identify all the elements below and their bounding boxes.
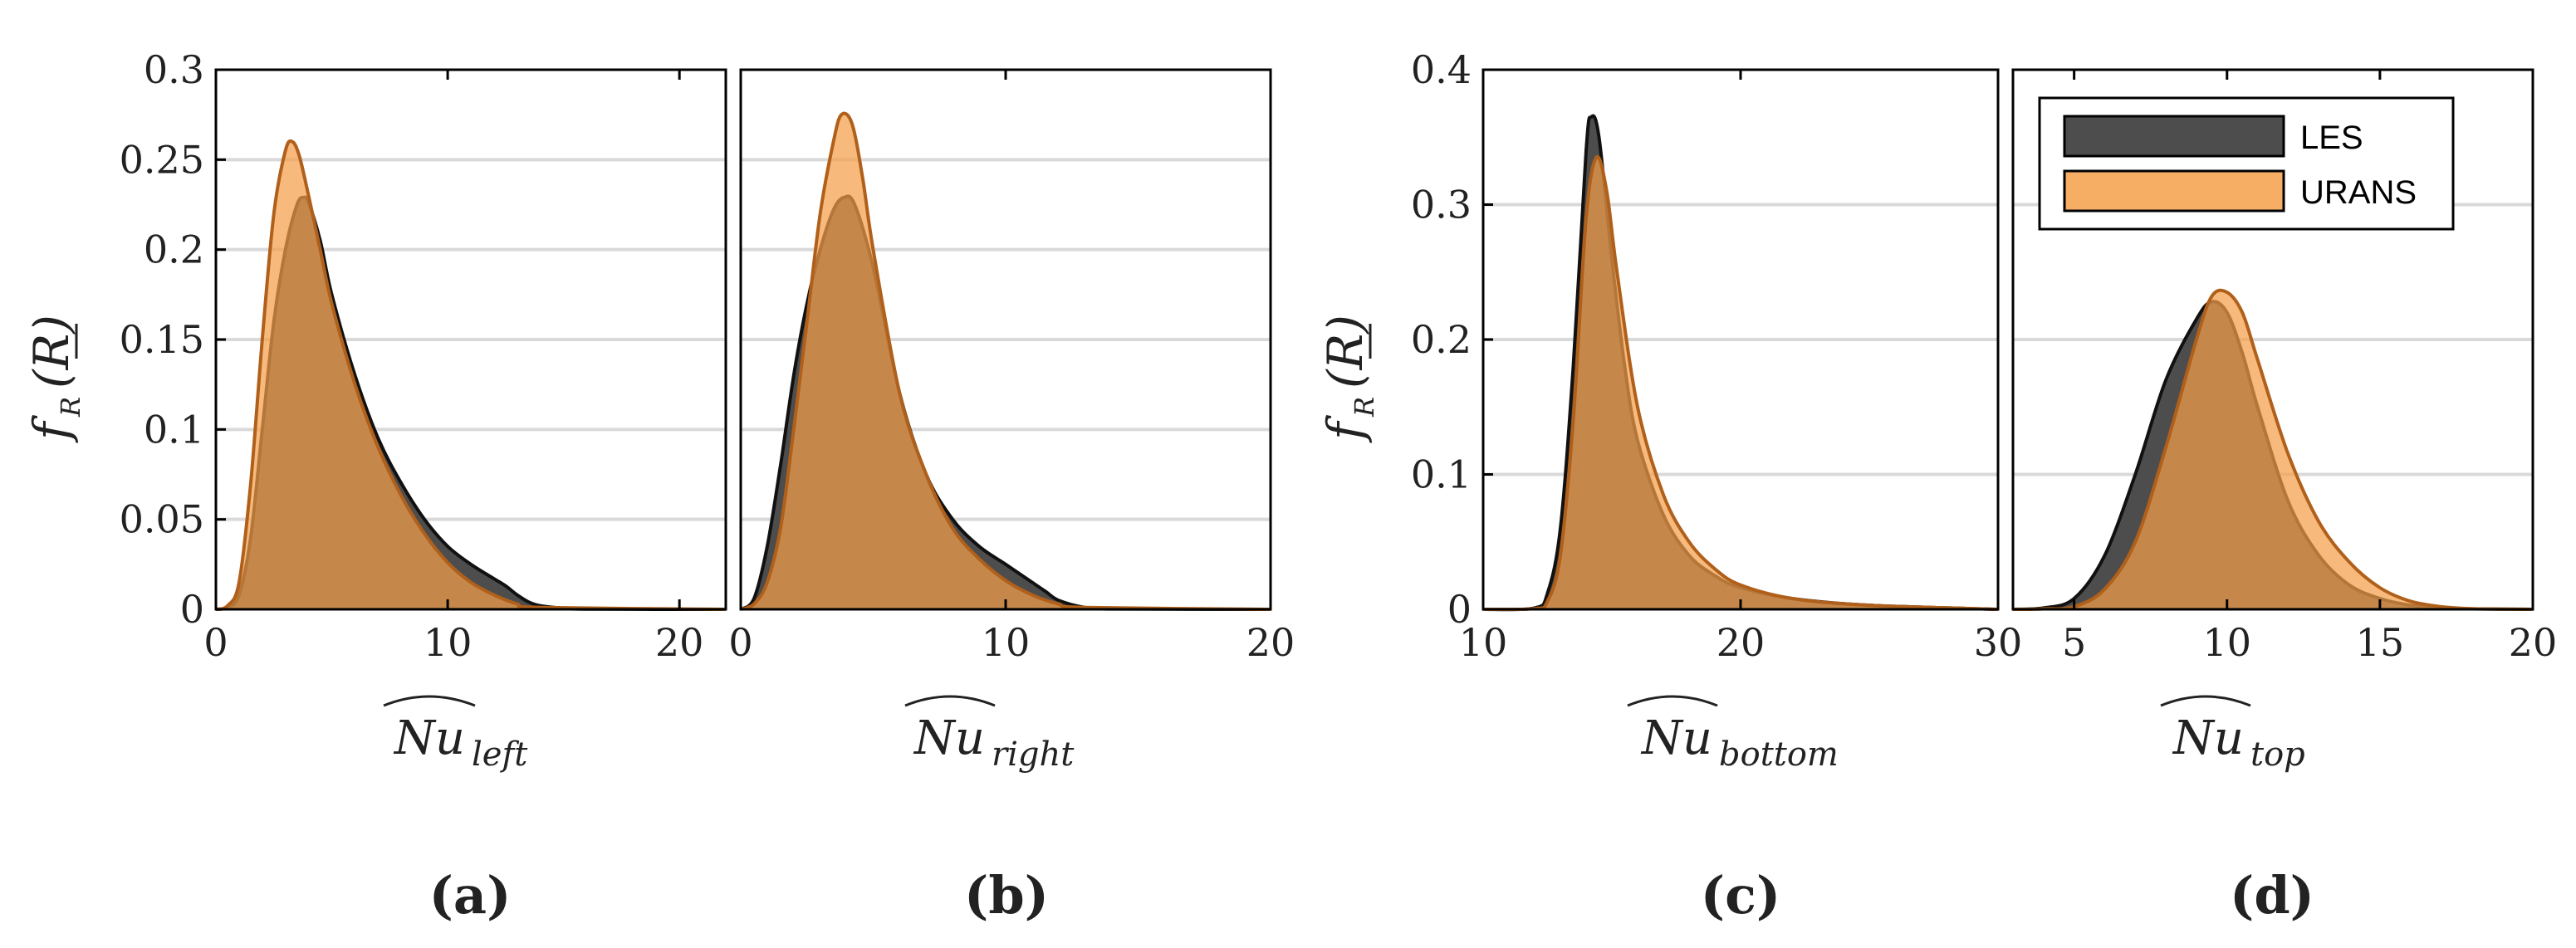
svg-text:R: R: [1349, 397, 1380, 418]
panel-d: 5 10 15 20 Nu top (d) LES URANS: [2011, 68, 2557, 926]
panel-b-label: (b): [964, 865, 1049, 926]
y-tick-label: 0.1: [1411, 452, 1472, 497]
y-tick-label: 0.2: [144, 227, 204, 272]
panel-c-grid: [1483, 203, 1998, 476]
panel-c-ylabel: f R (R): [1317, 315, 1380, 443]
x-tick-label: 20: [1717, 620, 1765, 665]
panel-a-xlabel-hat: [383, 695, 476, 707]
panel-d-ticks: 5 10 15 20: [2062, 70, 2557, 665]
svg-text:R: R: [55, 397, 86, 418]
curve-urans: [1482, 154, 1999, 612]
panel-d-xlabel: Nu: [2172, 711, 2244, 765]
x-tick-label: 15: [2356, 620, 2405, 665]
panel-a-ticks: 0 10 20 0 0.05 0.1 0.15 0.2 0.25 0.3: [120, 47, 704, 665]
x-tick-label: 5: [2062, 620, 2086, 665]
area-urans: [216, 140, 726, 610]
y-tick-label: 0.3: [144, 47, 204, 92]
svg-text:f: f: [1317, 414, 1374, 443]
panel-c-xlabel-sub: bottom: [1719, 735, 1839, 774]
panel-d-xlabel-sub: top: [2250, 735, 2305, 774]
x-tick-label: 0: [728, 620, 752, 665]
legend-label-les: LES: [2300, 120, 2363, 156]
panel-c-xlabel: Nu: [1640, 711, 1712, 765]
panel-b-ticks: 0 10 20: [728, 70, 1295, 665]
panel-b-xlabel-sub: right: [992, 735, 1075, 774]
panel-c-label: (c): [1701, 865, 1780, 926]
panel-a-xlabel: Nu: [393, 711, 465, 765]
x-tick-label: 10: [1459, 620, 1508, 665]
y-tick-label: 0.15: [120, 317, 204, 362]
y-tick-label: 0.2: [1411, 317, 1472, 362]
legend: LES URANS: [2038, 96, 2455, 231]
panel-c-areas: [1482, 114, 1999, 612]
x-tick-label: 10: [2202, 620, 2251, 665]
x-tick-label: 0: [203, 620, 228, 665]
x-tick-label: 30: [1974, 620, 2023, 665]
y-tick-label: 0.4: [1411, 47, 1472, 92]
panel-d-label: (d): [2230, 865, 2314, 926]
curve-les: [1482, 114, 1999, 612]
panel-b-xlabel-hat: [904, 695, 996, 707]
x-tick-label: 10: [424, 620, 473, 665]
panel-d-areas: [2012, 288, 2534, 611]
panel-a-xlabel-sub: left: [472, 735, 528, 774]
panel-b: 0 10 20 Nu right (b): [728, 68, 1295, 926]
y-tick-label: 0.05: [120, 497, 204, 542]
panel-a-label: (a): [429, 865, 512, 926]
x-tick-label: 10: [982, 620, 1031, 665]
panel-a: 0 10 20 0 0.05 0.1 0.15 0.2 0.25 0.3 Nu left f R …: [23, 47, 727, 926]
panel-b-xlabel: Nu: [913, 711, 985, 765]
legend-swatch-urans: [2063, 169, 2285, 213]
panel-c-ticks: 10 20 30 0 0.1 0.2 0.3 0.4: [1411, 47, 2022, 665]
y-tick-label: 0: [1447, 587, 1472, 632]
panel-b-areas: [739, 111, 1271, 611]
svg-text:(R): (R): [23, 315, 80, 388]
y-tick-label: 0: [180, 587, 204, 632]
x-tick-label: 20: [2509, 620, 2558, 665]
svg-text:(R): (R): [1317, 315, 1374, 388]
curve-urans: [215, 139, 727, 611]
area-urans: [1483, 156, 1998, 610]
panel-c: 10 20 30 0 0.1 0.2 0.3 0.4 Nu bottom f R (R) (c…: [1317, 47, 2022, 926]
svg-text:f: f: [23, 414, 80, 443]
area-urans: [2013, 290, 2533, 609]
panel-a-areas: [215, 139, 727, 611]
curve-urans: [2012, 288, 2534, 611]
y-tick-label: 0.25: [120, 137, 204, 182]
panel-d-xlabel-hat: [2160, 695, 2251, 707]
y-tick-label: 0.1: [144, 407, 204, 452]
legend-label-urans: URANS: [2300, 174, 2417, 211]
x-tick-label: 20: [655, 620, 704, 665]
curve-urans: [740, 111, 1271, 611]
panel-d-axes-box: [2011, 68, 2534, 611]
panel-a-ylabel: f R (R): [23, 315, 86, 443]
y-tick-label: 0.3: [1411, 183, 1472, 227]
x-tick-label: 20: [1246, 620, 1295, 665]
legend-swatch-les: [2063, 115, 2285, 158]
panel-c-xlabel-hat: [1627, 695, 1718, 707]
area-urans: [741, 113, 1271, 609]
